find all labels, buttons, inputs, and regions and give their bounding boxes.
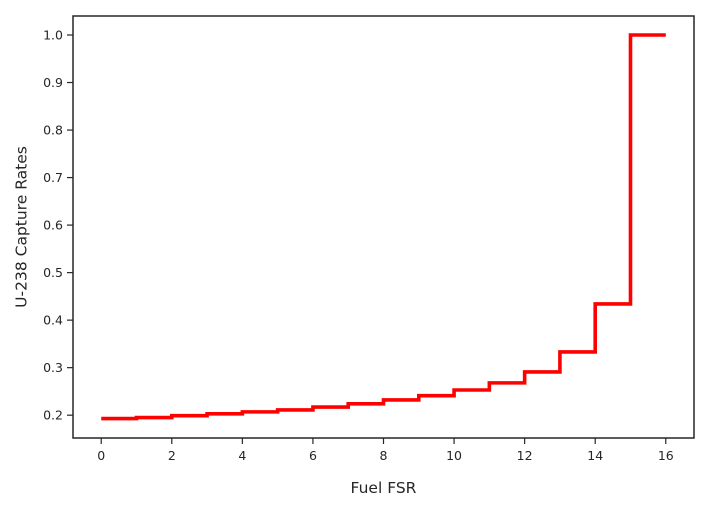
x-axis-title: Fuel FSR bbox=[351, 479, 417, 497]
y-tick-label: 0.5 bbox=[43, 265, 63, 280]
x-tick-label: 14 bbox=[587, 448, 603, 463]
y-tick-label: 0.3 bbox=[43, 360, 63, 375]
y-tick-label: 0.8 bbox=[43, 123, 63, 138]
x-tick-label: 6 bbox=[309, 448, 317, 463]
y-tick-label: 0.6 bbox=[43, 218, 63, 233]
x-tick-label: 8 bbox=[380, 448, 388, 463]
series-layer bbox=[101, 33, 666, 421]
series-line bbox=[101, 33, 666, 421]
y-tick-label: 0.2 bbox=[43, 408, 63, 423]
x-tick-label: 2 bbox=[168, 448, 176, 463]
x-tick-label: 16 bbox=[658, 448, 674, 463]
y-axis-title: U-238 Capture Rates bbox=[13, 146, 31, 308]
y-tick-label: 0.4 bbox=[43, 313, 63, 328]
x-tick-label: 12 bbox=[517, 448, 533, 463]
x-tick-label: 10 bbox=[446, 448, 462, 463]
x-tick-label: 0 bbox=[97, 448, 105, 463]
y-axis-ticks: 0.2 0.3 0.4 0.5 0.6 0.7 0.8 0.9 1.0 bbox=[43, 28, 73, 423]
y-tick-label: 0.9 bbox=[43, 75, 63, 90]
x-tick-label: 4 bbox=[238, 448, 246, 463]
y-tick-label: 0.7 bbox=[43, 170, 63, 185]
x-axis-ticks: 0 2 4 6 8 10 12 14 16 bbox=[97, 438, 674, 463]
plot-frame bbox=[72, 15, 695, 439]
y-tick-label: 1.0 bbox=[43, 28, 63, 43]
